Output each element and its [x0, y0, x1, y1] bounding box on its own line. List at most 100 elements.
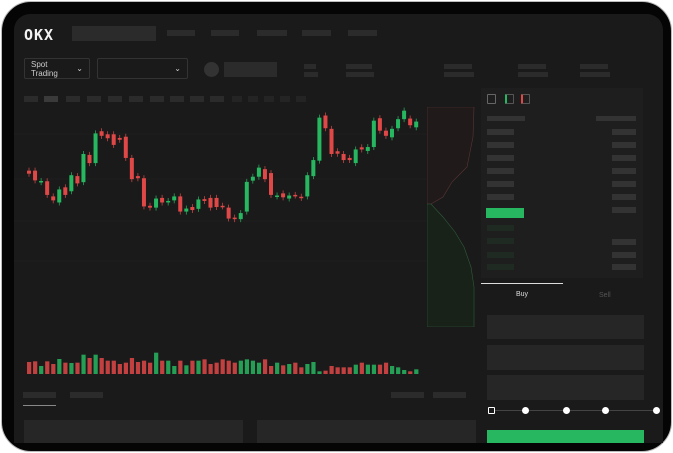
- candle: [105, 134, 110, 139]
- volume-bar: [281, 365, 286, 374]
- spot-trading-dropdown[interactable]: Spot Trading ⌄: [24, 58, 90, 79]
- candle: [341, 153, 346, 161]
- candle: [244, 181, 249, 212]
- stat-value: [346, 72, 374, 77]
- tab-open-orders[interactable]: [23, 392, 56, 398]
- chevron-down-icon: ⌄: [76, 64, 83, 73]
- mid-price: [486, 208, 524, 218]
- slider-step[interactable]: [653, 407, 660, 414]
- timeframe-button[interactable]: [108, 96, 122, 102]
- candle: [250, 176, 255, 181]
- tab-buy[interactable]: Buy: [516, 291, 529, 298]
- timeframe-button[interactable]: [150, 96, 164, 102]
- nav-item[interactable]: [348, 30, 377, 36]
- candle: [311, 160, 316, 177]
- amount-slider[interactable]: [492, 410, 658, 411]
- candle: [281, 193, 286, 198]
- okx-logo: OKX: [24, 26, 55, 44]
- candle: [178, 196, 183, 212]
- settings-icon[interactable]: [280, 96, 290, 102]
- slider-handle[interactable]: [488, 407, 495, 414]
- timeframe-button[interactable]: [210, 96, 224, 102]
- volume-bar: [33, 361, 38, 374]
- total-input[interactable]: [487, 375, 644, 400]
- volume-bar: [63, 362, 68, 374]
- tab-order-history[interactable]: [70, 392, 103, 398]
- volume-bar: [359, 362, 364, 374]
- timeframe-button[interactable]: [170, 96, 184, 102]
- slider-step[interactable]: [602, 407, 609, 414]
- volume-bar: [293, 362, 298, 374]
- indicator-icon[interactable]: [232, 96, 242, 102]
- ask-amount: [612, 155, 636, 161]
- nav-item[interactable]: [211, 30, 239, 36]
- candle: [172, 196, 177, 201]
- orderbook-asks-icon[interactable]: [521, 94, 530, 104]
- nav-item[interactable]: [302, 30, 331, 36]
- volume-bar: [208, 364, 213, 374]
- pair-dropdown[interactable]: ⌄: [97, 58, 188, 79]
- volume-bar: [75, 362, 80, 374]
- volume-bar: [57, 359, 62, 374]
- amount-input[interactable]: [487, 345, 644, 370]
- filter-button[interactable]: [433, 392, 466, 398]
- volume-bar: [329, 366, 334, 374]
- candle: [75, 176, 80, 184]
- volume-bar: [244, 359, 249, 374]
- volume-bar: [220, 359, 225, 374]
- drawing-icon[interactable]: [264, 96, 274, 102]
- candle: [99, 131, 104, 136]
- stat-label: [518, 64, 546, 69]
- slider-step[interactable]: [563, 407, 570, 414]
- volume-bar: [141, 360, 147, 374]
- coin-avatar: [204, 62, 219, 77]
- volume-bar: [160, 360, 165, 374]
- timeframe-button[interactable]: [87, 96, 101, 102]
- search-bar[interactable]: [72, 26, 156, 41]
- volume-bar: [408, 371, 413, 374]
- candle: [305, 175, 310, 197]
- tab-sell[interactable]: Sell: [599, 292, 611, 299]
- candle: [335, 151, 340, 154]
- candle: [154, 198, 159, 208]
- candle: [287, 195, 292, 199]
- volume-bar: [287, 364, 292, 374]
- timeframe-button[interactable]: [24, 96, 38, 102]
- candle: [141, 178, 146, 207]
- fullscreen-icon[interactable]: [296, 96, 306, 102]
- ask-amount: [612, 129, 636, 135]
- order-card: [24, 420, 243, 443]
- slider-step[interactable]: [522, 407, 529, 414]
- volume-bar: [51, 364, 56, 374]
- candle: [396, 119, 401, 129]
- price-input[interactable]: [487, 315, 644, 339]
- timeframe-button[interactable]: [190, 96, 204, 102]
- candle: [402, 110, 407, 120]
- volume-bar: [196, 360, 201, 374]
- pair-name: [224, 62, 277, 77]
- chart-type-icon[interactable]: [248, 96, 258, 102]
- timeframe-button[interactable]: [66, 96, 80, 102]
- candle: [87, 154, 92, 164]
- nav-item[interactable]: [167, 30, 195, 36]
- buy-button[interactable]: [487, 430, 644, 443]
- filter-button[interactable]: [391, 392, 424, 398]
- candlestick-chart[interactable]: [14, 96, 484, 376]
- candle: [347, 157, 352, 161]
- candle: [377, 118, 382, 131]
- candle: [232, 217, 237, 220]
- nav-item[interactable]: [257, 30, 287, 36]
- orderbook-both-icon[interactable]: [487, 94, 496, 104]
- volume-bar: [148, 362, 153, 374]
- orderbook-header: [487, 116, 525, 121]
- candle: [353, 149, 358, 164]
- candle: [408, 118, 413, 126]
- volume-bar: [323, 370, 328, 374]
- timeframe-button[interactable]: [44, 96, 58, 102]
- timeframe-button[interactable]: [129, 96, 143, 102]
- order-card: [257, 420, 476, 443]
- orderbook-bids-icon[interactable]: [505, 94, 514, 104]
- volume-bar: [317, 371, 322, 374]
- candle: [226, 207, 231, 219]
